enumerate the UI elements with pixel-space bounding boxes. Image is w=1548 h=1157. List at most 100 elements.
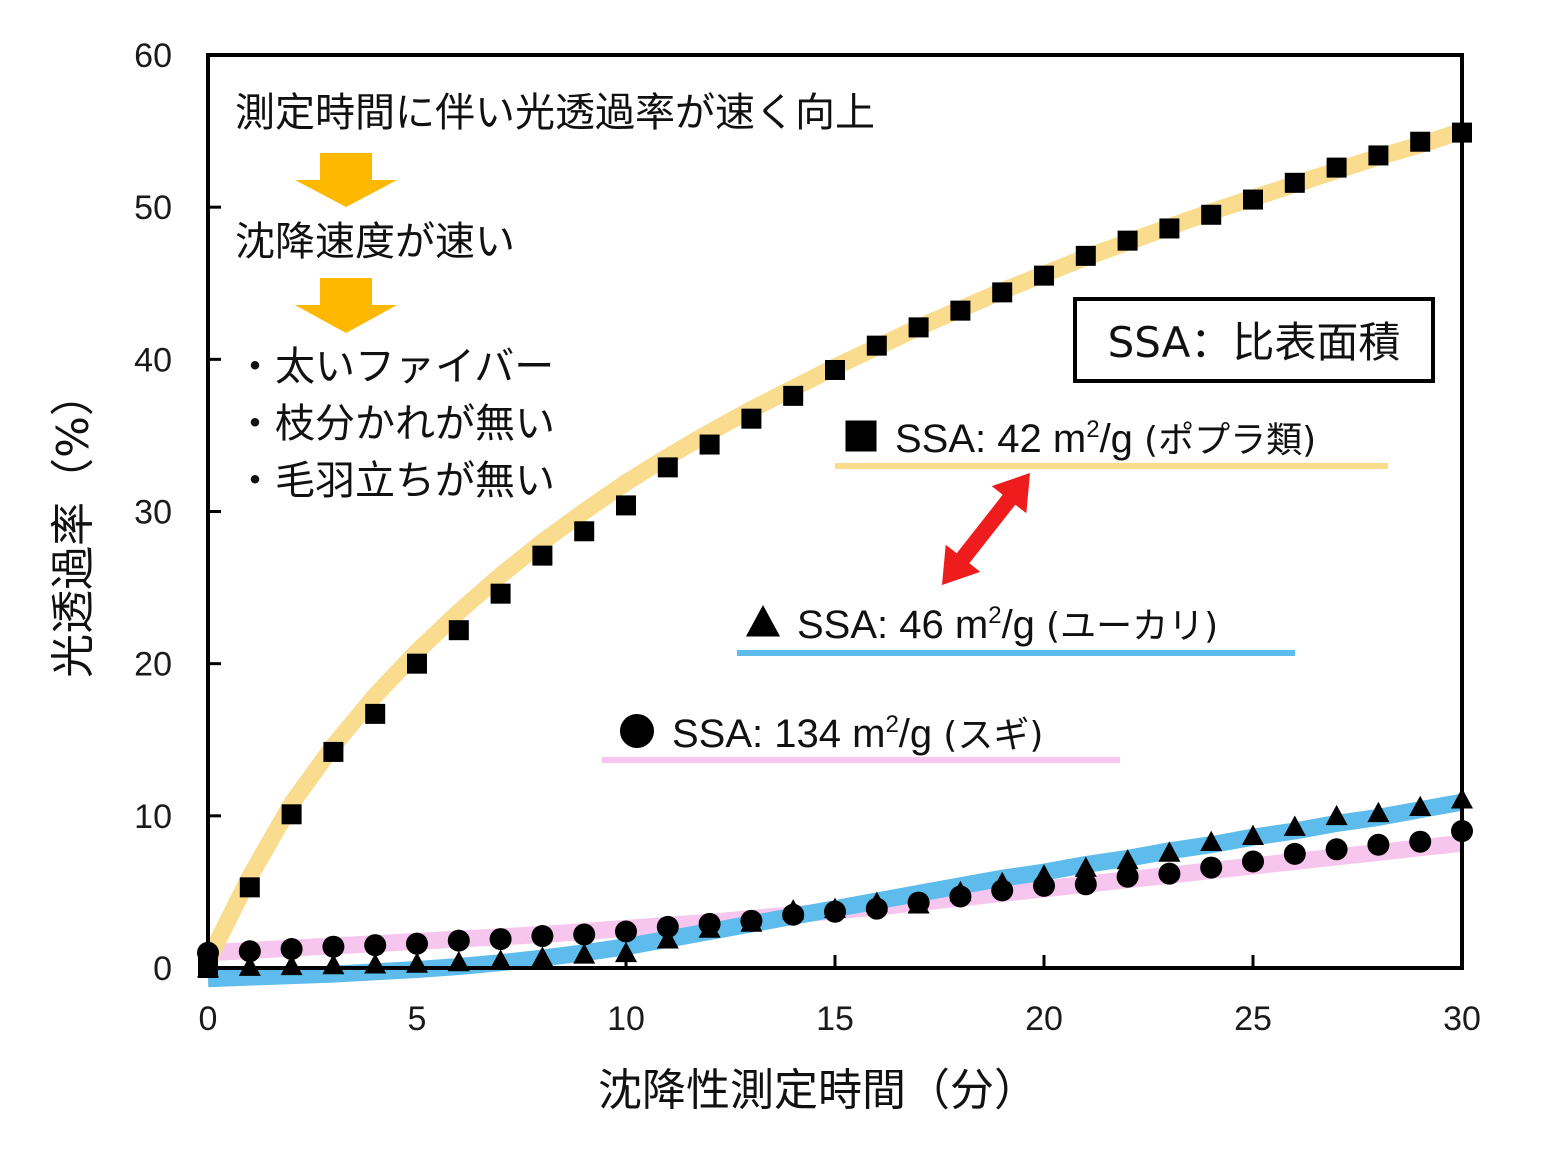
y-tick-label: 60 xyxy=(134,37,172,75)
data-point-circle xyxy=(1033,874,1055,897)
legend-item: SSA: 46 m2/g (ユーカリ) xyxy=(737,602,1295,656)
data-point-circle xyxy=(907,891,930,914)
legend-marker-triangle xyxy=(745,604,781,637)
y-tick-label: 0 xyxy=(153,950,172,988)
data-point-triangle xyxy=(1242,824,1264,845)
definition-text: SSA：比表面積 xyxy=(1108,318,1401,367)
data-point-triangle xyxy=(1367,801,1390,823)
note-line-3: ・太いファイバー xyxy=(235,344,554,390)
data-point-triangle xyxy=(1283,815,1306,836)
data-point-circle xyxy=(1325,838,1348,861)
x-tick-label: 0 xyxy=(199,1000,218,1038)
data-point-circle xyxy=(698,912,721,935)
note-line-2: 沈降速度が速い xyxy=(235,219,515,265)
data-point-circle xyxy=(1283,842,1306,865)
data-point-square xyxy=(1201,204,1222,225)
data-point-triangle xyxy=(1158,841,1181,862)
data-point-circle xyxy=(1158,862,1181,885)
data-point-square xyxy=(741,408,762,429)
data-point-triangle xyxy=(573,943,596,964)
data-point-circle xyxy=(1116,865,1139,888)
data-point-circle xyxy=(322,935,345,958)
y-tick-label: 40 xyxy=(134,341,172,379)
data-point-circle xyxy=(1409,830,1432,853)
x-tick-label: 30 xyxy=(1443,1000,1481,1038)
data-point-square xyxy=(992,282,1013,303)
data-point-square xyxy=(281,804,302,825)
y-tick-label: 20 xyxy=(134,646,172,684)
data-point-square xyxy=(950,300,971,321)
data-point-circle xyxy=(406,932,428,955)
data-point-square xyxy=(1034,265,1054,286)
data-point-square xyxy=(783,385,804,406)
x-tick-label: 25 xyxy=(1234,1000,1272,1038)
data-point-circle xyxy=(824,900,846,923)
comparison-double-arrow-icon xyxy=(942,473,1030,585)
data-point-circle xyxy=(1242,850,1264,873)
data-point-square xyxy=(1284,172,1305,193)
data-point-square xyxy=(239,877,260,898)
y-tick-label: 50 xyxy=(134,189,172,227)
data-point-circle xyxy=(280,937,303,960)
data-point-square xyxy=(699,434,720,455)
data-point-circle xyxy=(991,879,1014,902)
data-point-square xyxy=(1368,145,1389,166)
data-point-square xyxy=(908,317,929,338)
x-tick-label: 20 xyxy=(1025,1000,1063,1038)
data-point-square xyxy=(1326,157,1347,178)
data-markers xyxy=(197,122,1473,978)
data-point-triangle xyxy=(489,949,512,970)
legend-marker-square xyxy=(845,420,877,452)
data-point-square xyxy=(448,620,469,641)
data-point-square xyxy=(825,359,845,380)
y-axis-title: 光透過率（%） xyxy=(48,372,99,678)
x-tick-label: 5 xyxy=(408,1000,427,1038)
data-point-circle xyxy=(1200,856,1223,879)
legend-label: SSA: 134 m2/g (スギ) xyxy=(672,711,1043,756)
data-point-square xyxy=(532,545,553,566)
down-arrow-icon xyxy=(295,278,397,333)
data-point-square xyxy=(616,495,636,516)
x-axis-ticks: 0 5 10 15 20 25 30 xyxy=(199,955,1481,1038)
data-point-square xyxy=(1410,131,1431,152)
data-point-circle xyxy=(949,885,972,908)
x-tick-label: 10 xyxy=(607,1000,645,1038)
data-point-triangle xyxy=(1116,848,1139,870)
data-point-square xyxy=(1159,218,1180,239)
legend-label: SSA: 46 m2/g (ユーカリ) xyxy=(797,602,1218,647)
x-axis-title: 沈降性測定時間（分） xyxy=(598,1065,1038,1116)
data-point-triangle xyxy=(656,928,679,949)
data-point-square xyxy=(365,703,386,724)
data-point-triangle xyxy=(615,941,637,963)
data-point-circle xyxy=(573,923,596,946)
legend-label: SSA: 42 m2/g (ポプラ類) xyxy=(895,416,1316,461)
data-point-square xyxy=(1117,230,1138,251)
legend-item: SSA: 134 m2/g (スギ) xyxy=(602,711,1120,763)
data-point-circle xyxy=(656,915,679,938)
data-point-circle xyxy=(740,909,763,932)
data-point-circle xyxy=(782,903,805,926)
data-point-square xyxy=(323,741,344,762)
data-point-circle xyxy=(1367,833,1390,856)
data-point-triangle xyxy=(1200,830,1223,852)
data-point-circle xyxy=(531,925,554,948)
data-point-triangle xyxy=(1409,795,1432,817)
definition-box xyxy=(1073,297,1435,383)
data-point-square xyxy=(1243,189,1263,210)
note-line-1: 測定時間に伴い光透過率が速く向上 xyxy=(235,90,875,136)
data-point-square xyxy=(1075,245,1096,266)
legend-item: SSA: 42 m2/g (ポプラ類) xyxy=(835,416,1388,469)
y-tick-label: 30 xyxy=(134,494,172,532)
data-point-circle xyxy=(238,940,261,963)
down-arrow-icon xyxy=(295,153,397,207)
data-point-triangle xyxy=(531,946,554,967)
note-line-5: ・毛羽立ちが無い xyxy=(235,458,555,504)
data-point-square xyxy=(407,653,427,674)
data-point-circle xyxy=(1074,873,1097,896)
trend-line-triangle xyxy=(207,793,1464,988)
legend: SSA: 42 m2/g (ポプラ類) SSA: 46 m2/g (ユーカリ) SS… xyxy=(602,416,1388,763)
y-tick-label: 10 xyxy=(134,798,172,836)
data-point-square xyxy=(657,457,678,478)
note-line-4: ・枝分かれが無い xyxy=(235,401,555,447)
